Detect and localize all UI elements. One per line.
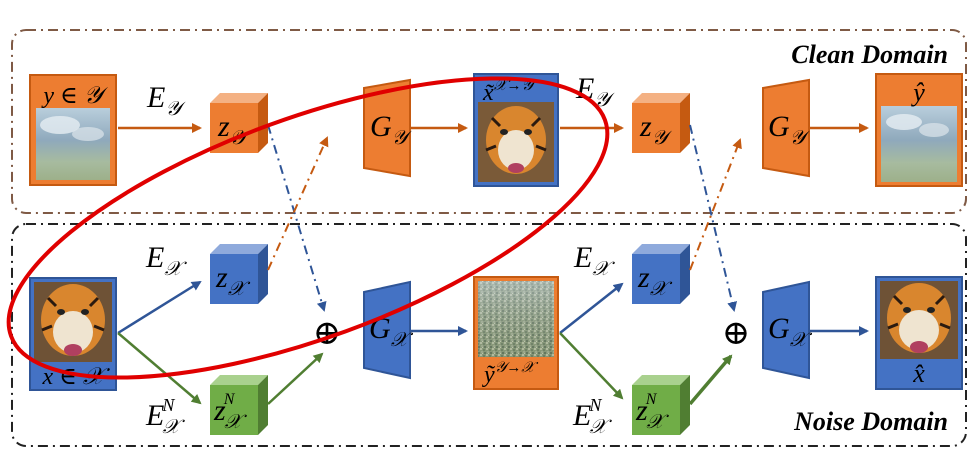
dash-zx1-to-Gy1 xyxy=(267,136,329,271)
ENx-2-label: EN 𝒳 xyxy=(572,395,612,438)
clean-domain-label: Clean Domain xyxy=(791,40,948,69)
arrow-zNx2-to-oplus xyxy=(688,354,733,406)
Gx-generator-2: G𝒳 xyxy=(762,280,813,380)
Ey-1-label: E𝒴 xyxy=(146,81,186,120)
dash-zy2-to-oplus2 xyxy=(689,124,738,312)
Gy-generator-2: G𝒴 xyxy=(762,78,811,178)
zy-cube-1: z𝒴 xyxy=(210,93,268,153)
x-hat-label: x̂ xyxy=(912,359,925,388)
Ex-2-label: E𝒳 xyxy=(573,241,615,280)
output-noisy-image: x̂ xyxy=(875,276,963,390)
zx-cube-2: z𝒳 xyxy=(632,244,690,304)
oplus-2: ⊕ xyxy=(722,315,751,352)
dash-zy1-to-oplus1 xyxy=(267,124,327,312)
clean-input-image: y ∈ 𝒴 xyxy=(29,74,117,186)
noisy-generated-image: ỹ𝒴→𝒳 xyxy=(473,276,559,390)
highlight-ellipse xyxy=(6,76,610,380)
arrow-Ex-2 xyxy=(559,282,624,334)
Gx-generator-1: G𝒳 xyxy=(363,280,414,380)
output-clean-image: ŷ xyxy=(875,73,963,187)
y-in-Y-label: y ∈ 𝒴 xyxy=(41,83,108,109)
dash-zx2-to-Gy2 xyxy=(689,138,742,271)
ENx-1-label: EN 𝒳 xyxy=(145,395,185,438)
translated-tiger-image: x̃𝒳→𝒴 xyxy=(473,73,559,187)
zx-cube-1: z𝒳 xyxy=(210,244,268,304)
arrow-ENx-1 xyxy=(117,332,202,405)
noise-domain-label: Noise Domain xyxy=(793,407,948,436)
arrow-Ex-1 xyxy=(117,280,202,335)
Ex-1-label: E𝒳 xyxy=(145,241,187,280)
x-tilde-label: x̃𝒳→𝒴 xyxy=(482,78,538,106)
arrow-zNx1-to-oplus xyxy=(267,352,324,405)
y-tilde-label: ỹ𝒴→𝒳 xyxy=(482,360,538,388)
y-hat-label: ŷ xyxy=(910,78,925,107)
arrow-ENx-2 xyxy=(559,332,624,400)
zy-cube-2: z𝒴 xyxy=(632,93,690,153)
Gy-generator-1: G𝒴 xyxy=(363,78,413,178)
zNx-cube-2: zN 𝒳 xyxy=(632,375,690,435)
noisy-input-image: x ∈ 𝒳 xyxy=(29,277,117,391)
clean-domain-box xyxy=(11,29,967,214)
zNx-cube-1: zN 𝒳 xyxy=(210,375,268,435)
